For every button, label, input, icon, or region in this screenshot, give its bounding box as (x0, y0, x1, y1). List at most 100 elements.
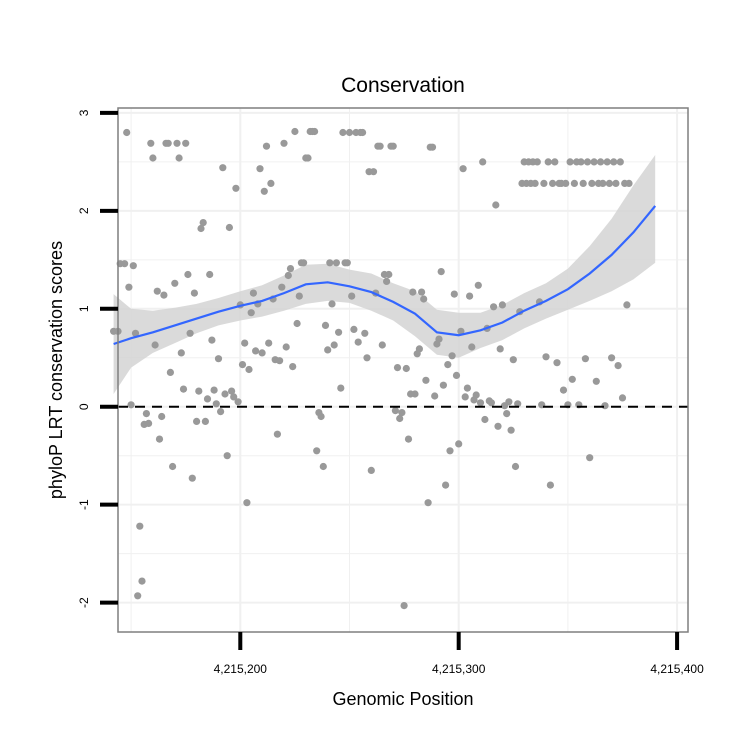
data-point (507, 426, 515, 434)
data-point (173, 139, 181, 147)
x-tick-label: 4,215,200 (214, 662, 268, 676)
data-point (232, 184, 240, 192)
data-point (169, 462, 177, 471)
data-point (492, 201, 500, 209)
y-axis-title: phyloP LRT conservation scores (46, 241, 66, 499)
y-tick-label: 3 (77, 109, 91, 116)
data-point (164, 139, 172, 147)
data-point (199, 219, 207, 227)
data-point (428, 143, 437, 151)
data-point (203, 395, 212, 403)
data-point (549, 179, 557, 187)
data-point (337, 384, 345, 392)
data-point (326, 259, 334, 267)
data-point (459, 165, 467, 173)
data-point (228, 387, 236, 395)
data-point (188, 474, 196, 482)
data-point (256, 165, 264, 173)
data-point (363, 354, 371, 362)
data-point (221, 390, 229, 398)
data-point (175, 154, 183, 162)
data-point (396, 414, 404, 423)
data-point (420, 295, 428, 303)
data-point (446, 447, 454, 455)
data-point (195, 387, 203, 395)
data-point (330, 341, 338, 349)
data-point (494, 422, 502, 430)
data-point (452, 371, 461, 379)
data-point (442, 481, 450, 489)
data-point (160, 291, 168, 299)
data-point (278, 283, 286, 291)
data-point (542, 353, 550, 361)
data-point (284, 271, 292, 280)
data-point (234, 398, 242, 406)
data-point (367, 466, 375, 474)
data-point (328, 300, 336, 308)
y-tick-label: -1 (77, 499, 91, 510)
data-point (376, 142, 384, 150)
data-point (145, 419, 153, 427)
data-point (610, 158, 618, 166)
data-point (147, 139, 155, 147)
data-point (479, 158, 487, 166)
data-point (546, 481, 555, 489)
chart-title: Conservation (341, 74, 465, 97)
data-point (286, 265, 295, 273)
data-point (208, 336, 216, 344)
data-point (262, 142, 271, 150)
data-point (415, 345, 423, 353)
data-point (431, 392, 439, 400)
data-point (590, 158, 598, 166)
data-point (321, 321, 330, 329)
data-point (214, 355, 223, 363)
data-point (197, 224, 205, 233)
data-point (369, 168, 378, 176)
data-point (317, 412, 325, 421)
data-point (468, 343, 476, 351)
data-point (206, 270, 214, 279)
data-point (378, 341, 386, 349)
data-point (553, 359, 561, 367)
data-point (616, 158, 624, 166)
data-point (123, 128, 131, 137)
data-point (171, 279, 179, 287)
data-point (350, 325, 358, 333)
data-point (138, 577, 146, 585)
data-point (588, 179, 596, 187)
data-point (158, 412, 166, 421)
data-point (230, 393, 238, 401)
data-point (614, 362, 622, 370)
plot-frame (117, 107, 689, 633)
data-point (348, 292, 356, 300)
data-point (599, 179, 607, 187)
data-point (295, 292, 303, 300)
data-point (570, 179, 579, 187)
data-point (450, 290, 458, 298)
data-point (514, 400, 522, 408)
data-point (444, 361, 452, 369)
data-point (291, 127, 299, 136)
data-point (265, 339, 273, 347)
data-point (383, 277, 391, 285)
data-point (260, 187, 268, 195)
data-point (463, 384, 471, 392)
data-point (455, 440, 463, 448)
data-point (249, 289, 257, 297)
data-point (184, 270, 192, 279)
data-point (166, 368, 174, 376)
data-point (155, 435, 164, 443)
data-point (435, 335, 443, 343)
data-point (583, 158, 592, 166)
data-point (385, 270, 393, 279)
data-point (324, 346, 332, 354)
data-point (551, 158, 559, 166)
data-point (503, 410, 511, 418)
smooth-fit-line (113, 205, 657, 346)
data-point (592, 377, 600, 385)
data-point (505, 398, 513, 406)
data-point (129, 262, 137, 270)
data-point (389, 142, 397, 150)
data-point (217, 408, 225, 416)
